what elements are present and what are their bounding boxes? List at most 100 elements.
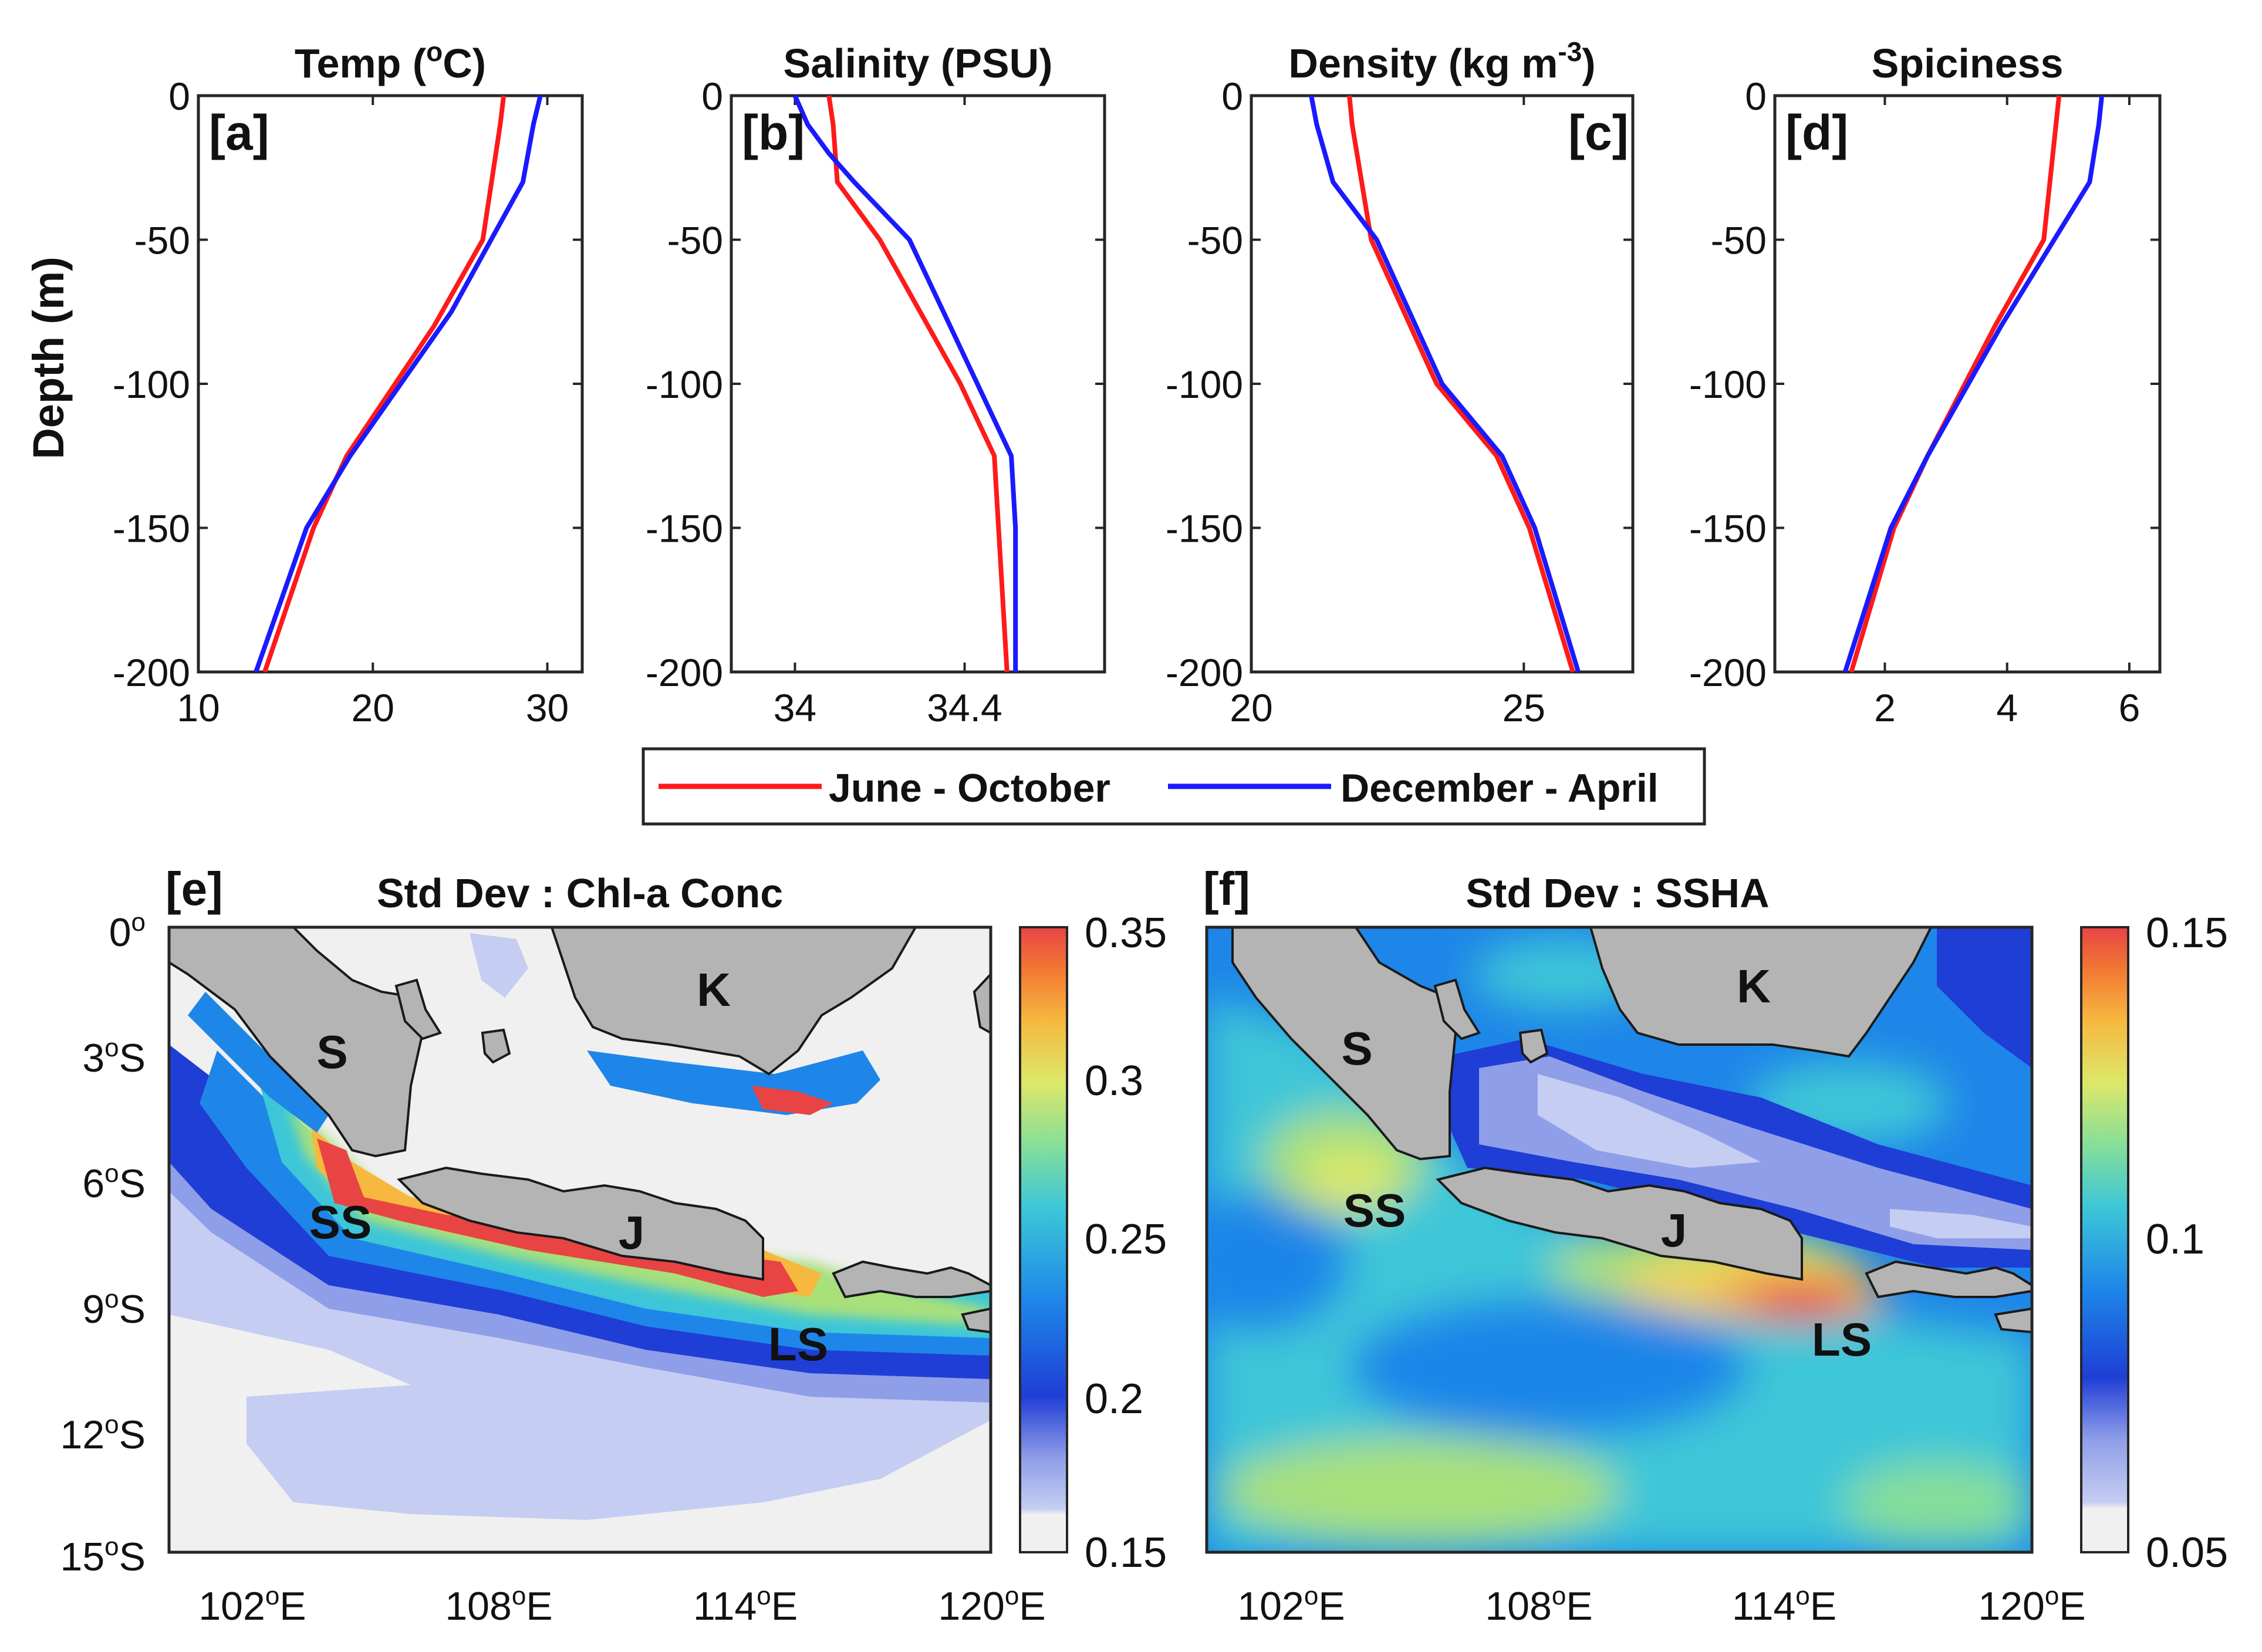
map-e-land-bali-lombok <box>832 1260 991 1299</box>
map-f-field-yellow-sumatra <box>1303 1150 1397 1209</box>
map-f-land-sumatra <box>1231 927 1457 1161</box>
lon-tick-114e-f: 114oE <box>1732 1582 1836 1629</box>
series-line-december-april <box>792 94 1018 672</box>
map-e-land-islet-2 <box>481 1028 511 1064</box>
map-title-f: Std Dev : SSHA <box>1466 870 1769 916</box>
map-f-label-k: K <box>1737 960 1771 1012</box>
lon-tick-120e-f: 120oE <box>1978 1582 2085 1629</box>
x-tick-label: 2 <box>1874 686 1896 729</box>
map-e-land-kalimantan <box>550 927 917 1076</box>
map-f-field-blue-west <box>1207 1191 1350 1332</box>
series-line-december-april <box>1309 95 1581 673</box>
x-tick-label: 34.4 <box>927 686 1002 729</box>
map-panel-e: [e] Std Dev : Chl-a Conc <box>60 863 1167 1629</box>
map-e-label-s: S <box>316 1026 347 1078</box>
x-tick-label: 6 <box>2119 686 2141 729</box>
lon-tick-102e: 102oE <box>198 1582 306 1629</box>
map-f-frame <box>1205 925 2034 1554</box>
legend-label-june-october: June - October <box>829 766 1110 810</box>
colorbar-e-tick-3: 0.2 <box>1085 1376 1143 1423</box>
lat-tick-15s: 15oS <box>60 1532 146 1579</box>
map-f-land-java <box>1436 1166 1803 1281</box>
series-line-june-october <box>826 95 1010 673</box>
lat-tick-12s: 12oS <box>60 1410 146 1457</box>
panel-title: Spiciness <box>1872 40 2064 86</box>
colorbar-e-tick-2: 0.25 <box>1085 1216 1167 1263</box>
colorbar-e-tick-0: 0.35 <box>1085 910 1167 957</box>
map-e-land-east-edge <box>973 972 991 1035</box>
x-tick-label: 20 <box>352 686 394 729</box>
axes-box <box>730 94 1106 674</box>
lon-tick-108e-f: 108oE <box>1485 1582 1592 1629</box>
lon-tick-108e: 108oE <box>445 1582 552 1629</box>
map-e-frame <box>167 925 992 1554</box>
map-title-e: Std Dev : Chl-a Conc <box>377 870 783 916</box>
profile-panel-b: 0 -50 -100 -150 -200 34 34.4 [b] Salinity (PSU) <box>646 40 1106 729</box>
y-tick-label: 0 <box>701 75 723 118</box>
map-e-lon-ticks: 102oE 108oE 114oE 120oE <box>198 1582 1045 1629</box>
lat-tick-9s: 9oS <box>82 1285 146 1332</box>
map-e-label-ss: SS <box>309 1196 372 1248</box>
lat-tick-0: 0o <box>109 908 146 955</box>
y-tick-label: -50 <box>667 219 723 262</box>
y-tick-label: -200 <box>646 651 723 694</box>
y-tick-label: 0 <box>1745 75 1767 118</box>
y-tick-label: -100 <box>1166 363 1243 406</box>
colorbar-e-tick-4: 0.15 <box>1085 1529 1167 1576</box>
colorbar-e <box>1019 926 1068 1553</box>
y-tick-label: -200 <box>1166 651 1243 694</box>
y-tick-label: -50 <box>1711 219 1767 262</box>
map-f-label-j: J <box>1661 1204 1687 1256</box>
y-tick-label: -50 <box>1187 219 1243 262</box>
panel-label-e: [e] <box>166 863 223 915</box>
lon-tick-102e-f: 102oE <box>1237 1582 1345 1629</box>
lon-tick-114e: 114oE <box>693 1582 798 1629</box>
legend-label-december-april: December - April <box>1341 766 1659 810</box>
map-f-label-ls: LS <box>1812 1313 1872 1366</box>
colorbar-f-ticks: 0.15 0.1 0.05 <box>2146 910 2228 1576</box>
map-f-lon-ticks: 102oE 108oE 114oE 120oE <box>1237 1582 2085 1629</box>
panel-label-f: [f] <box>1203 863 1250 915</box>
y-tick-label: 0 <box>1221 75 1243 118</box>
x-tick-label: 25 <box>1503 686 1545 729</box>
y-tick-label: -150 <box>1166 507 1243 550</box>
map-e-field-sumatra-band <box>188 992 329 1133</box>
map-e-lat-ticks: 0o 3oS 6oS 9oS 12oS 15oS <box>60 908 146 1579</box>
lat-tick-6s: 6oS <box>82 1159 146 1206</box>
map-e-field-pale-north <box>470 933 528 998</box>
map-f-label-s: S <box>1341 1022 1372 1075</box>
map-f-land-bali-lombok <box>1865 1260 2032 1299</box>
panel-label: [a] <box>209 105 269 160</box>
y-tick-label: -150 <box>646 507 723 550</box>
series-line-june-october <box>1849 95 2062 673</box>
panel-title: Density (kg m-3) <box>1288 36 1595 86</box>
y-tick-label: -100 <box>646 363 723 406</box>
series-line-december-april <box>1842 95 2105 673</box>
colorbar-f-tick-2: 0.05 <box>2146 1529 2228 1576</box>
colorbar-e-tick-1: 0.3 <box>1085 1058 1143 1104</box>
map-e-label-k: K <box>697 964 731 1016</box>
map-e-land-east-edge-2 <box>961 1307 991 1334</box>
colorbar-f <box>2080 926 2129 1553</box>
map-e-label-ls: LS <box>768 1318 828 1370</box>
y-tick-label: -200 <box>113 651 190 694</box>
series-line-june-october <box>262 95 507 673</box>
map-panel-f: [f] Std Dev : SSHA <box>1203 863 2228 1629</box>
map-e-land-sumatra <box>169 927 424 1158</box>
series-line-december-april <box>254 95 543 673</box>
lat-tick-3s: 3oS <box>82 1033 146 1080</box>
map-f-land-islet-2 <box>1518 1028 1549 1064</box>
map-e-field-kalimantan-core <box>751 1086 833 1115</box>
series-line-june-october <box>1347 95 1575 673</box>
y-tick-label: -50 <box>134 219 190 262</box>
map-f-land-kalimantan <box>1589 927 1933 1058</box>
colorbar-f-tick-0: 0.15 <box>2146 910 2228 957</box>
panel-label: [b] <box>742 105 805 160</box>
x-tick-label: 20 <box>1230 686 1272 729</box>
x-tick-label: 4 <box>1996 686 2018 729</box>
y-tick-label: -200 <box>1689 651 1767 694</box>
colorbar-f-tick-1: 0.1 <box>2146 1216 2204 1263</box>
profile-panel-d: 0 -50 -100 -150 -200 2 4 6 [d] Spiciness <box>1689 40 2162 729</box>
